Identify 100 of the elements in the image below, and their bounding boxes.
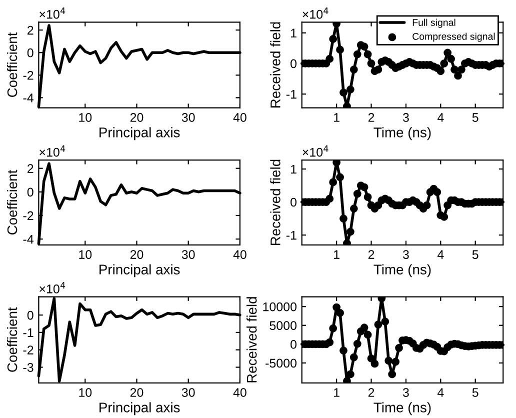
point [364, 50, 372, 58]
y-axis-title: Coefficient [7, 307, 18, 372]
text: ×10$^{4}$ [302, 7, 328, 19]
point [353, 340, 362, 348]
x-tick-label: 2 [368, 113, 374, 122]
x-tick-label: 2 [368, 250, 374, 259]
point [346, 370, 354, 378]
point [360, 183, 368, 192]
y-tick-label: 1 [291, 164, 296, 174]
y-tick-label: -2 [23, 346, 34, 354]
point [340, 88, 348, 96]
y-axis-title: Received field [270, 160, 280, 245]
x-tick-label: 1 [334, 113, 340, 122]
point [436, 67, 445, 76]
x-tick-label: 1 [334, 250, 340, 259]
point [350, 66, 358, 74]
point [326, 338, 334, 346]
point [353, 50, 362, 58]
point [350, 353, 358, 362]
text: ×10$^{4}$ [40, 282, 66, 294]
x-tick-label: 20 [130, 113, 144, 122]
legend-label: Compressed signal [412, 32, 495, 42]
y-tick-label: -4 [23, 234, 34, 244]
point [343, 102, 351, 108]
x-tick-label: 3 [402, 250, 409, 259]
x-tick-label: 4 [437, 113, 444, 122]
point [388, 370, 396, 378]
y-tick-label: -5000 [266, 358, 297, 368]
y-tick-label: 2 [28, 26, 34, 35]
x-tick-label: 10 [79, 113, 92, 122]
y-tick-label: 0 [290, 198, 297, 207]
point [350, 204, 358, 213]
x-axis-title: Principal axis [100, 264, 180, 278]
line-series [37, 297, 242, 383]
y-tick-label: 10000 [263, 302, 297, 312]
x-tick-label: 5 [472, 113, 478, 122]
x-tick-label: 20 [130, 388, 144, 397]
x-axis-title: Time (ns) [374, 127, 431, 140]
y-tick-label: -3 [23, 363, 34, 372]
x-tick-label: 40 [233, 113, 246, 122]
point [340, 214, 348, 222]
y-tick-label: 0 [27, 48, 34, 58]
y-axis-title: Coefficient [7, 32, 18, 97]
x-tick-label: 40 [233, 388, 246, 397]
y-tick-label: 0 [27, 310, 34, 320]
point [336, 173, 344, 182]
point [353, 190, 362, 198]
text: ×10$^{4}$ [40, 7, 66, 19]
x-axis-title: Time (ns) [374, 264, 431, 278]
y-tick-label: -2 [23, 70, 34, 80]
x-tick-label: 5 [472, 388, 478, 397]
y-axis-title: Received field [270, 22, 280, 108]
y-tick-label: 0 [27, 188, 34, 197]
y-tick-label: 5000 [270, 321, 297, 330]
x-tick-label: 40 [233, 250, 246, 259]
point [440, 60, 448, 68]
y-axis-title: Coefficient [7, 170, 18, 234]
point [374, 66, 382, 74]
x-tick-label: 1 [334, 388, 340, 397]
point [346, 86, 354, 94]
legend-label: Full signal [412, 18, 456, 28]
y-axis-title: Received field [246, 297, 257, 382]
point [367, 60, 376, 68]
point [450, 66, 458, 74]
x-tick-label: 10 [79, 250, 92, 259]
point [326, 194, 334, 203]
text: ×10$^{4}$ [40, 145, 66, 157]
point [332, 160, 341, 166]
x-tick-label: 30 [182, 113, 195, 122]
y-tick-label: 0 [290, 340, 297, 349]
point [346, 228, 354, 236]
y-tick-label: -1 [286, 90, 296, 99]
point [364, 330, 372, 339]
point [374, 320, 382, 329]
point [332, 22, 341, 28]
point [395, 344, 403, 352]
x-tick-label: 5 [472, 250, 478, 259]
point [360, 324, 368, 332]
point [332, 303, 341, 312]
point [384, 356, 393, 365]
x-axis-title: Principal axis [100, 127, 180, 140]
point [340, 346, 348, 354]
y-tick-label: -4 [23, 94, 34, 102]
point [454, 72, 462, 80]
point [458, 66, 466, 74]
point [392, 358, 400, 366]
point [329, 178, 338, 186]
point [336, 46, 344, 54]
y-tick-label: -1 [23, 328, 34, 337]
point [440, 212, 448, 221]
x-tick-label: 4 [437, 388, 444, 397]
x-tick-label: 3 [402, 388, 409, 397]
x-axis-title: Time (ns) [374, 402, 431, 416]
point [329, 324, 338, 332]
point [447, 54, 456, 63]
point [343, 377, 351, 383]
x-tick-label: 30 [182, 250, 195, 259]
y-tick-label: 0 [290, 59, 297, 68]
point [444, 48, 452, 57]
point [433, 188, 442, 196]
